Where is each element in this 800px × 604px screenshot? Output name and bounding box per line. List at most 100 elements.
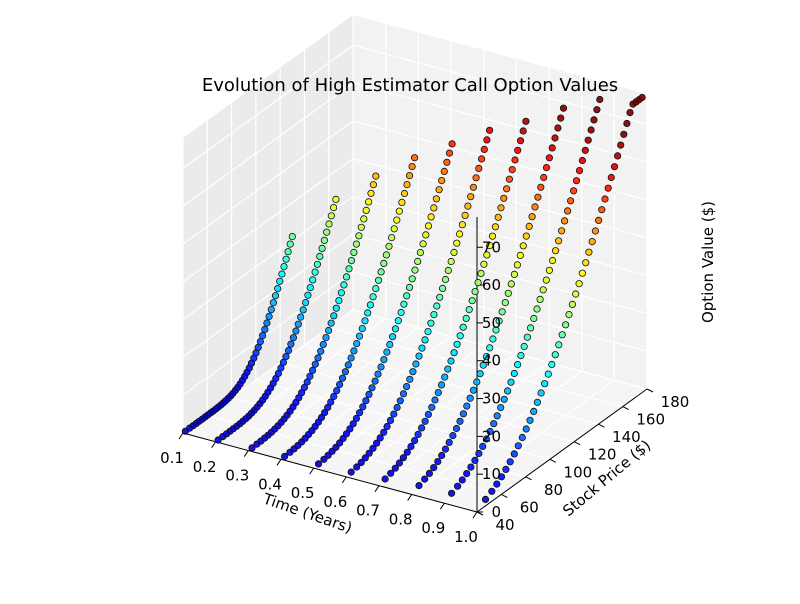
data-point <box>430 310 438 319</box>
data-point <box>495 317 503 325</box>
data-point <box>475 164 483 172</box>
data-point <box>294 320 302 328</box>
data-point <box>306 372 314 380</box>
data-point <box>575 280 583 288</box>
data-point <box>463 469 471 478</box>
data-point <box>480 260 488 268</box>
data-point <box>554 237 563 245</box>
data-point <box>369 293 377 301</box>
data-point <box>441 445 450 453</box>
y-tick <box>646 388 654 393</box>
data-point <box>419 240 427 248</box>
data-point <box>568 300 577 308</box>
data-point <box>308 366 317 374</box>
x-tick-label: 0.6 <box>323 493 347 511</box>
data-point <box>360 215 368 223</box>
data-point <box>365 449 373 457</box>
data-point <box>297 313 305 321</box>
data-point <box>565 310 573 319</box>
data-point <box>480 145 488 153</box>
data-point <box>530 407 538 415</box>
data-point <box>304 291 312 299</box>
data-point <box>593 106 601 114</box>
data-point <box>638 93 646 102</box>
data-point <box>358 324 366 333</box>
data-point <box>303 378 311 386</box>
data-point <box>488 487 496 495</box>
data-point <box>399 390 408 398</box>
data-point <box>274 284 282 293</box>
data-point <box>350 347 358 355</box>
y-tick <box>549 458 557 463</box>
x-tick-label: 0.9 <box>421 519 445 537</box>
data-point <box>397 308 405 317</box>
data-point <box>403 181 411 189</box>
data-point <box>333 386 341 395</box>
y-tick <box>598 423 605 428</box>
data-point <box>491 223 499 231</box>
data-point <box>393 403 401 412</box>
data-point <box>430 204 438 212</box>
y-tick-label: 140 <box>612 428 641 446</box>
data-point <box>376 434 384 442</box>
data-point <box>501 298 509 307</box>
y-tick-label: 100 <box>564 463 593 481</box>
data-point <box>471 287 479 296</box>
data-point <box>344 361 352 369</box>
data-point <box>459 323 467 331</box>
data-point <box>514 146 522 154</box>
data-point <box>533 305 541 313</box>
data-point <box>462 314 470 322</box>
data-point <box>279 358 287 366</box>
data-point <box>578 156 587 165</box>
grid-line-z <box>352 82 648 163</box>
data-point <box>518 433 526 442</box>
data-point <box>380 259 388 267</box>
data-point <box>337 289 345 297</box>
data-point <box>320 455 328 463</box>
data-point <box>613 152 622 160</box>
data-point <box>353 339 361 348</box>
grid-line-z <box>182 196 354 321</box>
y-tick <box>573 441 581 446</box>
data-point <box>482 352 491 361</box>
data-point <box>458 476 466 484</box>
data-point <box>582 259 590 267</box>
data-point <box>371 377 379 385</box>
data-point <box>313 260 321 268</box>
data-point <box>366 301 374 309</box>
grid-line-z <box>352 233 648 314</box>
data-point <box>364 309 372 317</box>
data-point <box>428 403 436 411</box>
data-point <box>361 317 369 325</box>
y-axis-line <box>476 388 648 513</box>
data-point <box>435 186 443 194</box>
data-point <box>497 473 506 481</box>
data-point <box>342 273 351 281</box>
z-tick-label: 40 <box>482 352 501 370</box>
data-point <box>548 256 557 265</box>
data-point <box>353 463 361 471</box>
grid-line-z <box>182 44 354 169</box>
data-point <box>563 207 572 215</box>
data-point <box>441 275 450 284</box>
data-point <box>355 232 363 240</box>
data-point <box>467 463 475 471</box>
data-point <box>539 286 547 294</box>
grid-line-z <box>352 120 648 201</box>
data-point <box>520 342 528 351</box>
data-point <box>522 425 530 433</box>
data-point <box>282 255 290 263</box>
data-point <box>519 242 527 250</box>
data-point <box>320 408 329 417</box>
data-point <box>422 231 430 239</box>
pane-floor <box>183 310 647 512</box>
grid-line-z <box>352 158 648 239</box>
data-point <box>443 158 451 166</box>
y-tick-label: 180 <box>661 393 690 411</box>
data-point <box>453 482 462 490</box>
x-tick-label: 0.8 <box>389 510 413 528</box>
data-point <box>581 146 589 154</box>
x-tick <box>211 441 217 449</box>
